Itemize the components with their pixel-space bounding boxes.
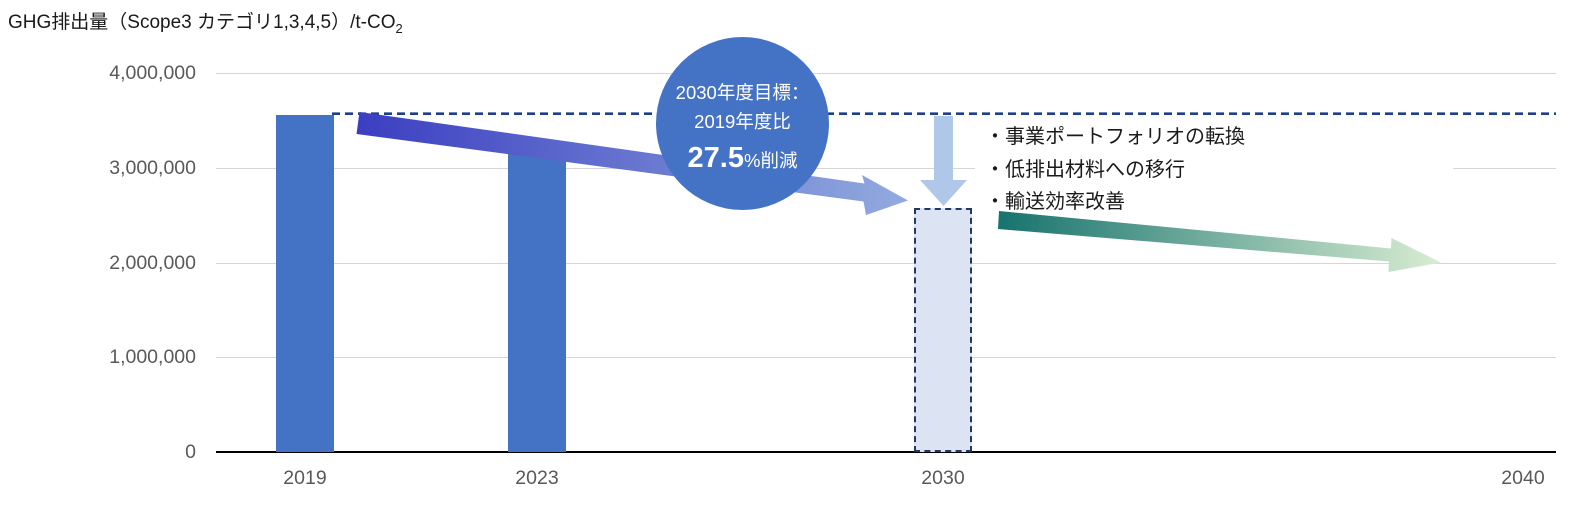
x-axis-label-2019: 2019: [283, 467, 327, 489]
x-axis-line: [216, 451, 1556, 453]
y-axis-tick-label: 3,000,000: [109, 156, 196, 179]
measure-item: ・輸送効率改善: [985, 191, 1125, 213]
emissions-bar-2019: [276, 114, 334, 452]
chart-title-text: GHG排出量（Scope3 カテゴリ1,3,4,5）/t-CO: [8, 12, 396, 33]
y-axis-tick-label: 1,000,000: [109, 346, 196, 369]
measures-list: ・事業ポートフォリオの転換 ・低排出材料への移行 ・輸送効率改善: [985, 121, 1245, 219]
x-axis-label-2040: 2040: [1501, 467, 1545, 489]
target-badge: 2030年度目標： 2019年度比 27.5%削減: [656, 37, 829, 210]
measure-item: ・低排出材料への移行: [985, 158, 1185, 181]
y-axis-tick-label: 0: [185, 441, 196, 463]
projected-bar-2030: [914, 207, 972, 452]
badge-suffix: %削減: [744, 150, 798, 171]
chart-title-subscript: 2: [395, 21, 403, 36]
emissions-bar-2023: [508, 147, 566, 452]
chart-title: GHG排出量（Scope3 カテゴリ1,3,4,5）/t-CO2: [8, 7, 403, 36]
measures-background: [975, 119, 1453, 212]
badge-line2: 2019年度比: [694, 111, 791, 132]
x-axis-label-2030: 2030: [921, 467, 965, 489]
gridline: [216, 262, 1556, 264]
gridline: [216, 73, 1556, 74]
x-axis-label-2023: 2023: [515, 467, 559, 489]
gridline: [216, 357, 1556, 359]
measure-item: ・事業ポートフォリオの転換: [985, 126, 1245, 148]
badge-value: 27.5: [687, 142, 744, 174]
y-axis-tick-label: 2,000,000: [109, 251, 196, 274]
y-axis-tick-label: 4,000,000: [109, 62, 196, 84]
badge-value-row: 27.5%削減: [656, 141, 829, 180]
badge-line1: 2030年度目標：: [675, 82, 810, 103]
